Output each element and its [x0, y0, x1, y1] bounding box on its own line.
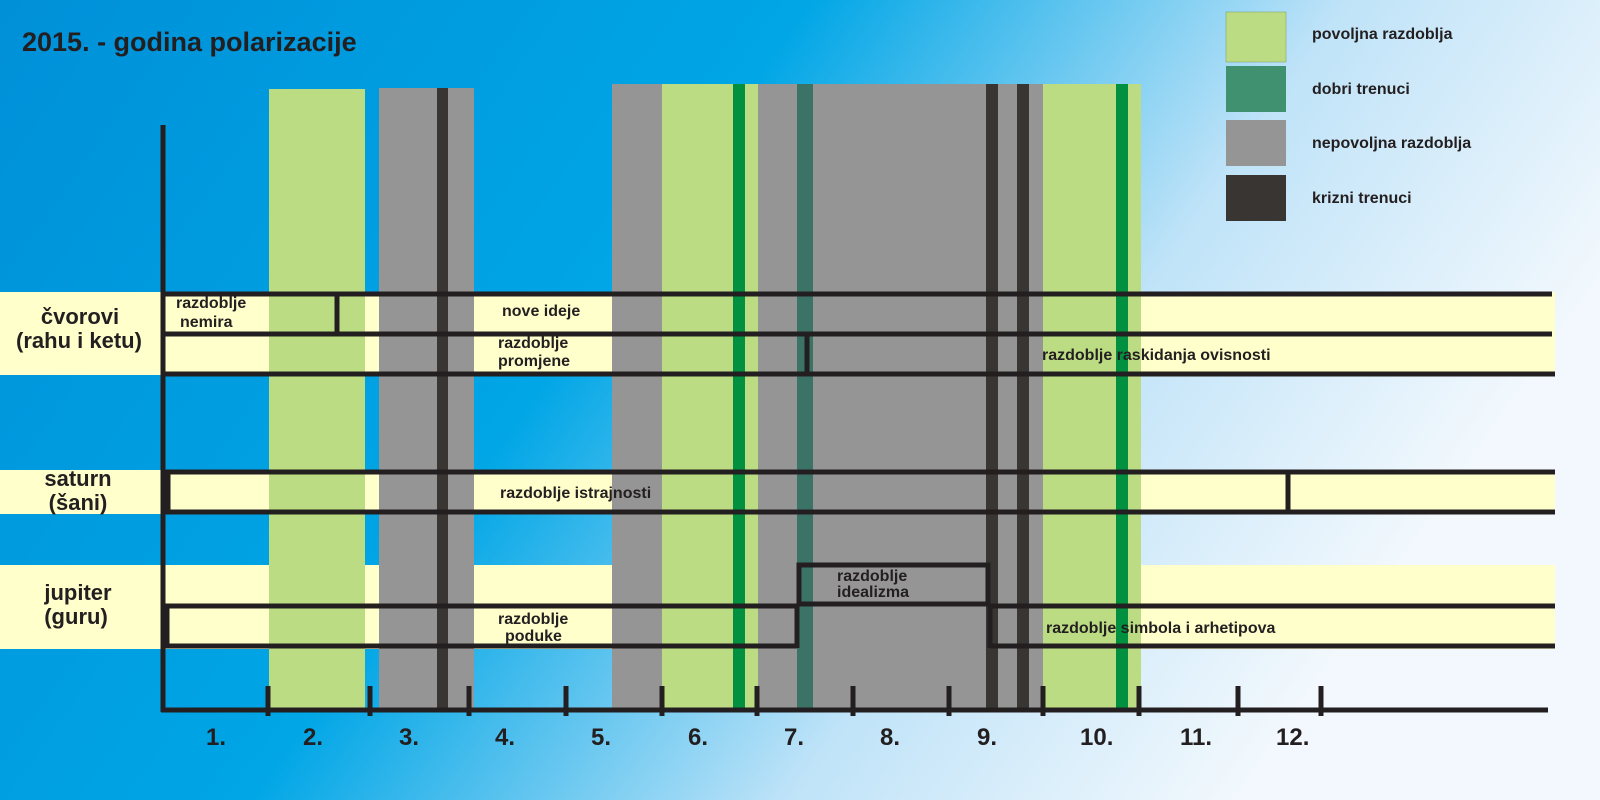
row-label-cvorovi-sub: (rahu i ketu)	[16, 328, 142, 353]
band-dobri	[797, 84, 813, 708]
band-nepovoljna	[612, 84, 662, 708]
month-label: 11.	[1180, 724, 1212, 751]
period-nove-ideje: nove ideje	[502, 303, 580, 320]
month-label: 1.	[206, 724, 226, 751]
month-label: 9.	[977, 724, 997, 751]
band-dobri	[733, 84, 745, 708]
period-nemira-sub: nemira	[180, 314, 233, 331]
legend-swatch-nepovoljna	[1226, 120, 1286, 166]
row-label-jupiter: jupiter	[43, 580, 112, 605]
period-promjene-sub: promjene	[498, 353, 570, 370]
period-idealizma: razdoblje	[837, 568, 907, 585]
row-label-jupiter-sub: (guru)	[44, 604, 108, 629]
legend: povoljna razdoblja dobri trenuci nepovol…	[1225, 11, 1471, 221]
row-label-cvorovi: čvorovi	[41, 304, 119, 329]
period-raskidanja: razdoblje raskidanja ovisnosti	[1042, 347, 1271, 364]
period-simbola: razdoblje simbola i arhetipova	[1046, 620, 1275, 637]
legend-swatch-krizni	[1226, 175, 1286, 221]
period-nemira: razdoblje	[176, 295, 246, 312]
period-bands	[269, 84, 1141, 708]
band-krizni	[437, 88, 448, 708]
period-promjene: razdoblje	[498, 335, 568, 352]
band-nepovoljna	[379, 88, 474, 708]
row-labels: čvorovi (rahu i ketu) saturn (šani) jupi…	[16, 304, 142, 629]
legend-label: krizni trenuci	[1312, 190, 1412, 207]
period-labels: razdoblje nemira nove ideje razdoblje pr…	[176, 295, 1275, 645]
row-label-saturn-sub: (šani)	[49, 490, 108, 515]
band-nepovoljna	[813, 84, 1043, 708]
period-istrajnosti: razdoblje istrajnosti	[500, 485, 651, 502]
period-poduke-sub: poduke	[505, 628, 562, 645]
month-label: 7.	[784, 724, 804, 751]
period-idealizma-sub: idealizma	[837, 584, 909, 601]
legend-label: povoljna razdoblja	[1312, 26, 1453, 43]
grid-lines	[160, 125, 1555, 716]
month-label: 6.	[688, 724, 708, 751]
period-poduke: razdoblje	[498, 611, 568, 628]
band-dobri	[1116, 84, 1128, 708]
month-label: 4.	[495, 724, 515, 751]
legend-label: dobri trenuci	[1312, 81, 1410, 98]
page-title: 2015. - godina polarizacije	[22, 27, 357, 57]
x-ticks	[265, 686, 1324, 716]
band-povoljna	[269, 89, 365, 708]
month-label: 2.	[303, 724, 323, 751]
band-nepovoljna	[758, 84, 797, 708]
month-labels: 1. 2. 3. 4. 5. 6. 7. 8. 9. 10. 11. 12.	[206, 724, 1309, 751]
month-label: 8.	[880, 724, 900, 751]
legend-swatch-povoljna	[1225, 11, 1287, 63]
legend-label: nepovoljna razdoblja	[1312, 135, 1471, 152]
band-krizni	[1017, 84, 1029, 708]
row-label-saturn: saturn	[44, 466, 111, 491]
month-label: 5.	[591, 724, 611, 751]
month-label: 12.	[1276, 724, 1309, 751]
month-label: 3.	[399, 724, 419, 751]
band-krizni	[986, 84, 998, 708]
month-label: 10.	[1080, 724, 1113, 751]
legend-swatch-dobri	[1226, 66, 1286, 112]
